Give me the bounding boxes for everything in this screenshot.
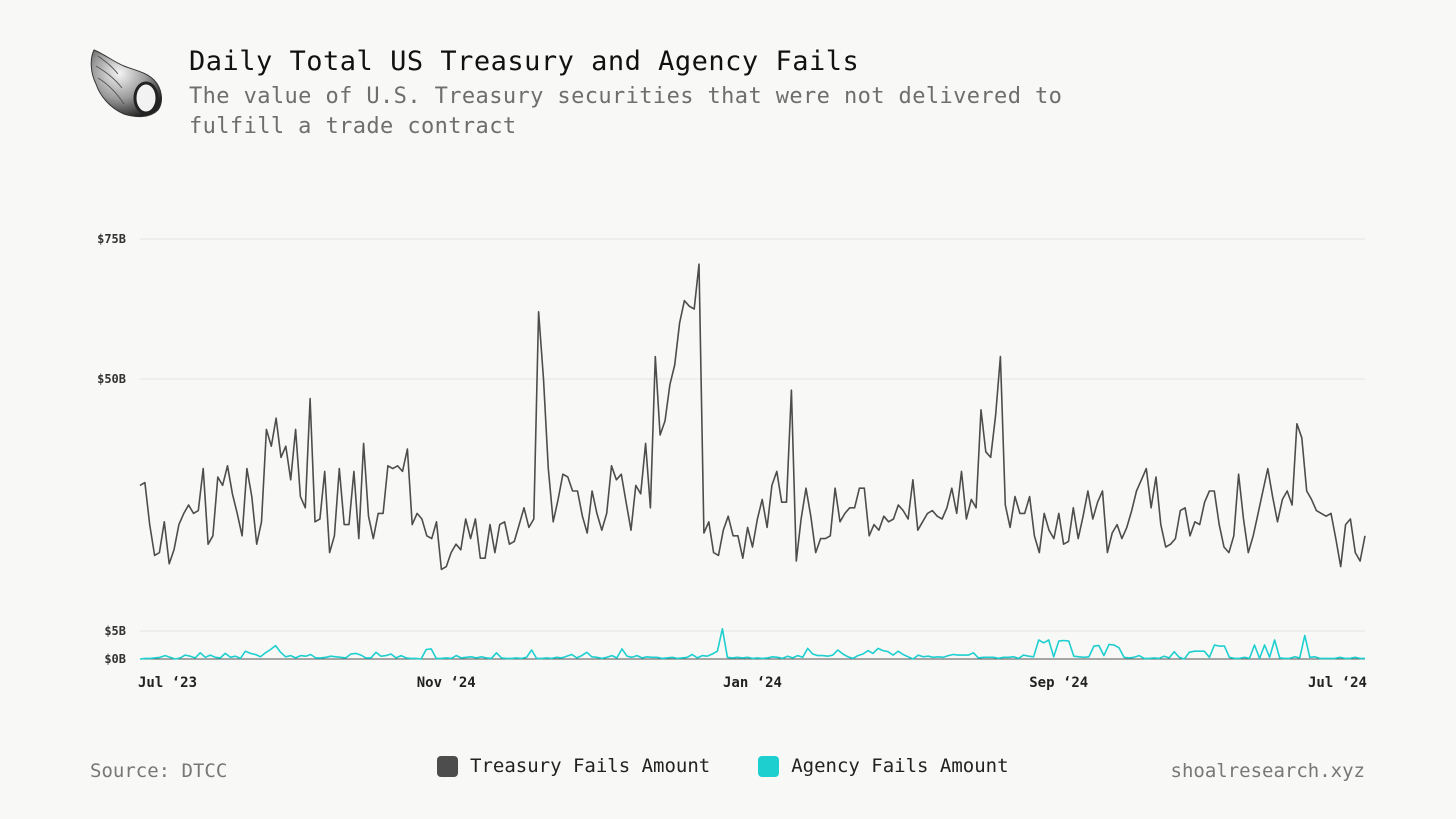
- x-tick-label: Jan ‘24: [723, 675, 782, 691]
- chart-title: Daily Total US Treasury and Agency Fails: [189, 46, 860, 77]
- series-lines: [139, 263, 1366, 660]
- seashell-icon: [90, 49, 162, 118]
- x-tick-label: Jul ‘24: [1308, 675, 1367, 691]
- source-label: Source: DTCC: [90, 760, 228, 782]
- y-tick-label: $0B: [104, 652, 126, 666]
- x-tick-label: Nov ‘24: [417, 675, 476, 691]
- chart-subtitle: The value of U.S. Treasury securities th…: [189, 84, 1063, 139]
- series-line-agency: [139, 627, 1365, 660]
- y-axis-ticks: $0B $5B $50B $75B: [97, 232, 126, 666]
- x-tick-label: Sep ‘24: [1029, 675, 1088, 691]
- x-tick-label: Jul ‘23: [138, 675, 197, 691]
- grid-lines: [140, 238, 1365, 660]
- y-tick-label: $50B: [97, 372, 126, 386]
- legend-item-treasury: Treasury Fails Amount: [437, 755, 710, 777]
- x-axis-ticks: Jul ‘23 Nov ‘24 Jan ‘24 Sep ‘24 Jul ‘24: [138, 675, 1367, 691]
- site-label: shoalresearch.xyz: [1170, 760, 1365, 782]
- legend-swatch-treasury: [437, 755, 458, 777]
- series-line-treasury: [139, 263, 1366, 571]
- legend-swatch-agency: [758, 755, 780, 777]
- y-tick-label: $75B: [97, 232, 126, 246]
- legend-item-agency: Agency Fails Amount: [758, 755, 1009, 777]
- legend-label-treasury: Treasury Fails Amount: [470, 755, 711, 777]
- line-chart: $0B $5B $50B $75B Jul ‘23 Nov ‘24 Jan ‘24 Sep …: [97, 232, 1367, 691]
- legend-label-agency: Agency Fails Amount: [791, 755, 1009, 777]
- y-tick-label: $5B: [104, 624, 126, 638]
- legend: Treasury Fails Amount Agency Fails Amoun…: [437, 755, 1057, 777]
